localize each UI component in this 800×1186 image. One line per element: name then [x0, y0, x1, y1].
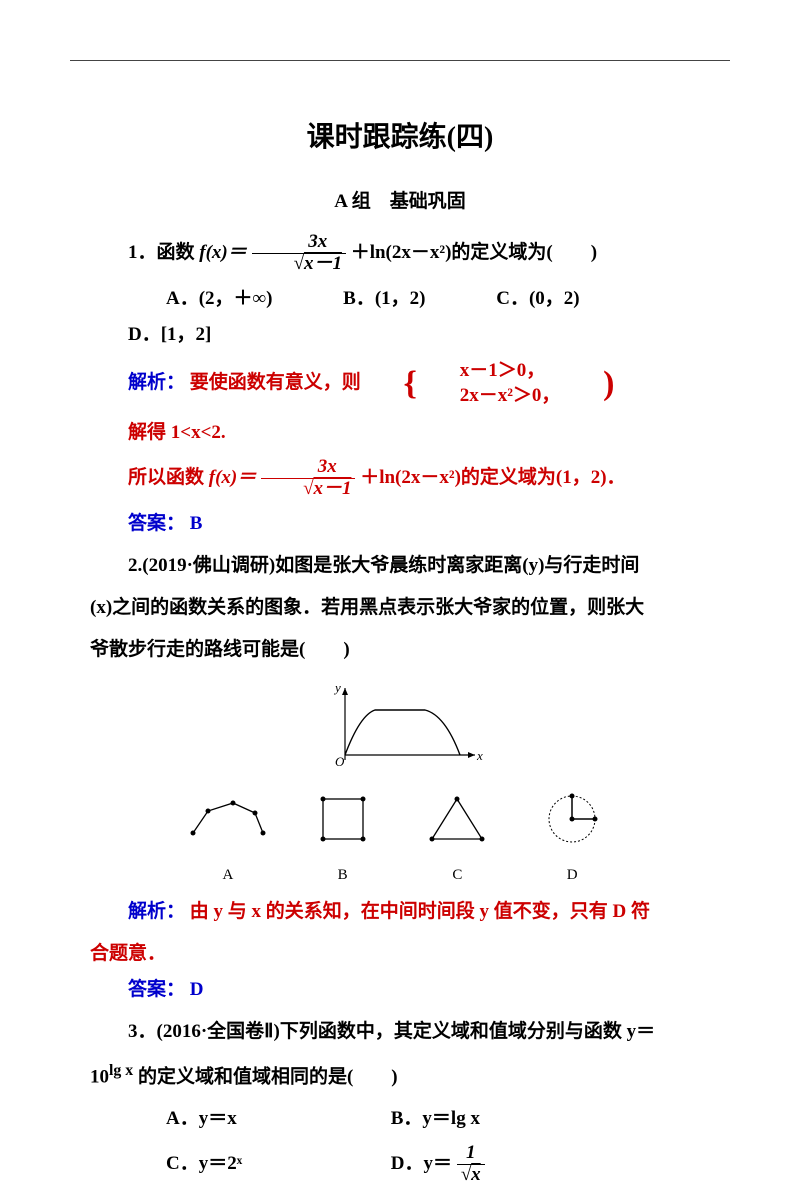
q1-sol2: 解得 1<x<2.	[90, 415, 710, 451]
q1-answer: 答案： B	[90, 506, 710, 542]
q2-sol1: 解析： 由 y 与 x 的关系知，在中间时间段 y 值不变，只有 D 符	[90, 894, 710, 930]
q3-stem1: 3．(2016·全国卷Ⅱ)下列函数中，其定义域和值域分别与函数 y＝	[90, 1014, 710, 1050]
q3-post: 的定义域和值域相同的是( )	[138, 1066, 398, 1087]
brace-icon: {	[366, 369, 417, 400]
q2-ans: D	[190, 979, 204, 1000]
q2-label-b: B	[288, 861, 398, 890]
q2-stem2: (x)之间的函数关系的图象．若用黑点表示张大爷家的位置，则张大	[90, 590, 710, 626]
q1-frac-den: √x－1	[252, 254, 346, 275]
q2-label-c: C	[402, 861, 512, 890]
q1-sys2: 2x－x²＞0，	[422, 384, 561, 409]
q1-sol3-fx: f(x)＝	[209, 466, 256, 487]
q2-answer: 答案： D	[90, 972, 710, 1008]
q1-sol3-pre: 所以函数	[128, 466, 209, 487]
q2-label-a: A	[173, 861, 283, 890]
q2-choice-b: B	[288, 791, 398, 890]
q1-sol1-text: 要使函数有意义，则	[190, 372, 361, 393]
q2-sol1-text: 由 y 与 x 的关系知，在中间时间段 y 值不变，只有 D 符	[190, 901, 650, 922]
q1-opt-b: B．(1，2)	[305, 281, 425, 317]
q2-ans-label: 答案：	[128, 979, 185, 1000]
q3-opt-d: D．y＝ 1 √x	[391, 1143, 611, 1186]
doc-title: 课时跟踪练(四)	[90, 111, 710, 164]
q1-opt-d: D．[1，2]	[90, 317, 211, 353]
q3-d-den: √x	[457, 1165, 485, 1186]
q1-sol3-num: 3x	[261, 457, 355, 479]
brace-close-icon: )	[565, 369, 614, 400]
q3-base: 10	[90, 1066, 109, 1087]
q2-choice-c: C	[402, 791, 512, 890]
q3-opt-a: A．y＝x	[166, 1101, 386, 1137]
q1-sol3-frac: 3x √x－1	[261, 457, 355, 500]
q2-stem1: 2.(2019·佛山调研)如图是张大爷晨练时离家距离(y)与行走时间	[90, 548, 710, 584]
q1-opt-c: C．(0，2)	[458, 281, 579, 317]
q1-sol3: 所以函数 f(x)＝ 3x √x－1 ＋ln(2x－x²)的定义域为(1，2)．	[90, 457, 710, 500]
q1-stem: 1．函数 f(x)＝ 3x √x－1 ＋ln(2x－x²)的定义域为( )	[90, 232, 710, 275]
polyline-icon	[183, 791, 273, 846]
graph-icon: x y O	[315, 680, 485, 770]
q2-stem3: 爷散步行走的路线可能是( )	[90, 632, 710, 668]
q3-options: A．y＝x B．y＝lg x C．y＝2ˣ D．y＝ 1 √x	[166, 1101, 710, 1186]
q1-frac-num: 3x	[252, 232, 346, 254]
q1-opt-a: A．(2，＋∞)	[128, 281, 272, 317]
section-label: A 组 基础巩固	[90, 184, 710, 220]
q1-sol3-post: ＋ln(2x－x²)的定义域为(1，2)．	[360, 466, 625, 487]
svg-text:y: y	[333, 680, 341, 695]
q3-d-num: 1	[457, 1143, 485, 1165]
q1-sol1: 解析： 要使函数有意义，则 { x－1＞0， 2x－x²＞0， )	[90, 359, 710, 408]
q2-sol-label: 解析：	[128, 901, 185, 922]
q3-sup: lg x	[109, 1062, 133, 1079]
q1-options: A．(2，＋∞) B．(1，2) C．(0，2) D．[1，2]	[90, 281, 710, 353]
q3-stem2: 10lg x 的定义域和值域相同的是( )	[90, 1056, 710, 1095]
circle-path-icon	[537, 791, 607, 846]
q1-ans-label: 答案：	[128, 513, 185, 534]
q1-sol-label: 解析：	[128, 372, 185, 393]
svg-text:O: O	[335, 754, 345, 769]
q1-stem-mid: ＋ln(2x－x²)的定义域为( )	[351, 242, 597, 263]
svg-text:x: x	[476, 748, 483, 763]
q2-choice-d: D	[517, 791, 627, 890]
q1-num: 1．函数	[128, 242, 199, 263]
q1-frac: 3x √x－1	[252, 232, 346, 275]
q1-fx: f(x)＝	[199, 242, 246, 263]
q2-graph: x y O	[90, 680, 710, 783]
q1-system: x－1＞0， 2x－x²＞0，	[422, 359, 561, 408]
square-icon	[308, 791, 378, 846]
q1-ans: B	[190, 513, 203, 534]
q3-opt-b: B．y＝lg x	[391, 1101, 611, 1137]
q1-sol3-den: √x－1	[261, 479, 355, 500]
q2-sol2: 合题意．	[90, 936, 710, 972]
top-rule	[70, 60, 730, 61]
q3-opt-c: C．y＝2ˣ	[166, 1146, 386, 1182]
q2-choices: A B C D	[90, 791, 710, 890]
triangle-icon	[422, 791, 492, 846]
q1-sys1: x－1＞0，	[422, 359, 561, 384]
q2-label-d: D	[517, 861, 627, 890]
q2-choice-a: A	[173, 791, 283, 890]
